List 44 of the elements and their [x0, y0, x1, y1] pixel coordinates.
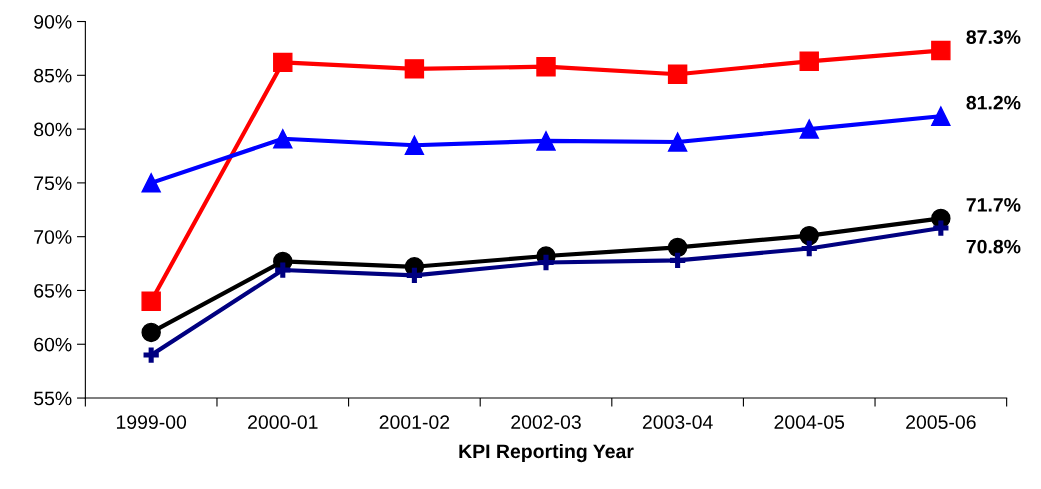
y-tick-label: 65% — [34, 283, 72, 298]
x-tick-label: 2003-04 — [642, 415, 713, 429]
point — [141, 322, 161, 343]
x-axis-title: KPI Reporting Year — [459, 443, 634, 463]
point — [667, 132, 688, 152]
point — [406, 267, 423, 284]
y-tick-label: 90% — [34, 14, 72, 29]
data-label: 81.2% — [966, 95, 1021, 110]
point — [667, 64, 688, 84]
x-tick-label: 2002-03 — [511, 415, 581, 429]
point — [141, 173, 161, 193]
point — [536, 131, 556, 151]
point — [931, 106, 951, 126]
point — [143, 347, 159, 363]
y-tick-label: 85% — [34, 68, 72, 83]
x-tick-label: 2005-06 — [906, 415, 976, 429]
point — [933, 220, 949, 236]
x-tick-label: 2001-02 — [379, 415, 450, 429]
point — [404, 59, 425, 79]
y-tick-label: 80% — [34, 122, 72, 137]
point — [667, 237, 688, 258]
point — [799, 119, 819, 139]
y-tick-label: 70% — [34, 230, 72, 244]
y-tick-label: 55% — [34, 391, 72, 406]
data-label: 71.7% — [966, 198, 1021, 212]
point — [273, 52, 293, 73]
point — [931, 40, 951, 61]
point — [404, 135, 425, 155]
point — [275, 262, 291, 278]
y-tick-label: 75% — [34, 176, 72, 191]
point — [801, 240, 817, 257]
x-tick-label: 2004-05 — [774, 415, 845, 429]
point — [538, 254, 554, 271]
point — [799, 225, 819, 246]
point — [669, 252, 686, 268]
point — [273, 129, 293, 149]
point — [536, 56, 556, 77]
y-tick-label: 60% — [34, 337, 72, 352]
point — [141, 291, 161, 311]
x-tick-label: 1999-00 — [116, 415, 187, 429]
data-label: 87.3% — [966, 30, 1021, 44]
point — [799, 51, 819, 72]
x-tick-label: 2000-01 — [248, 415, 318, 429]
data-label: 70.8% — [966, 239, 1021, 254]
